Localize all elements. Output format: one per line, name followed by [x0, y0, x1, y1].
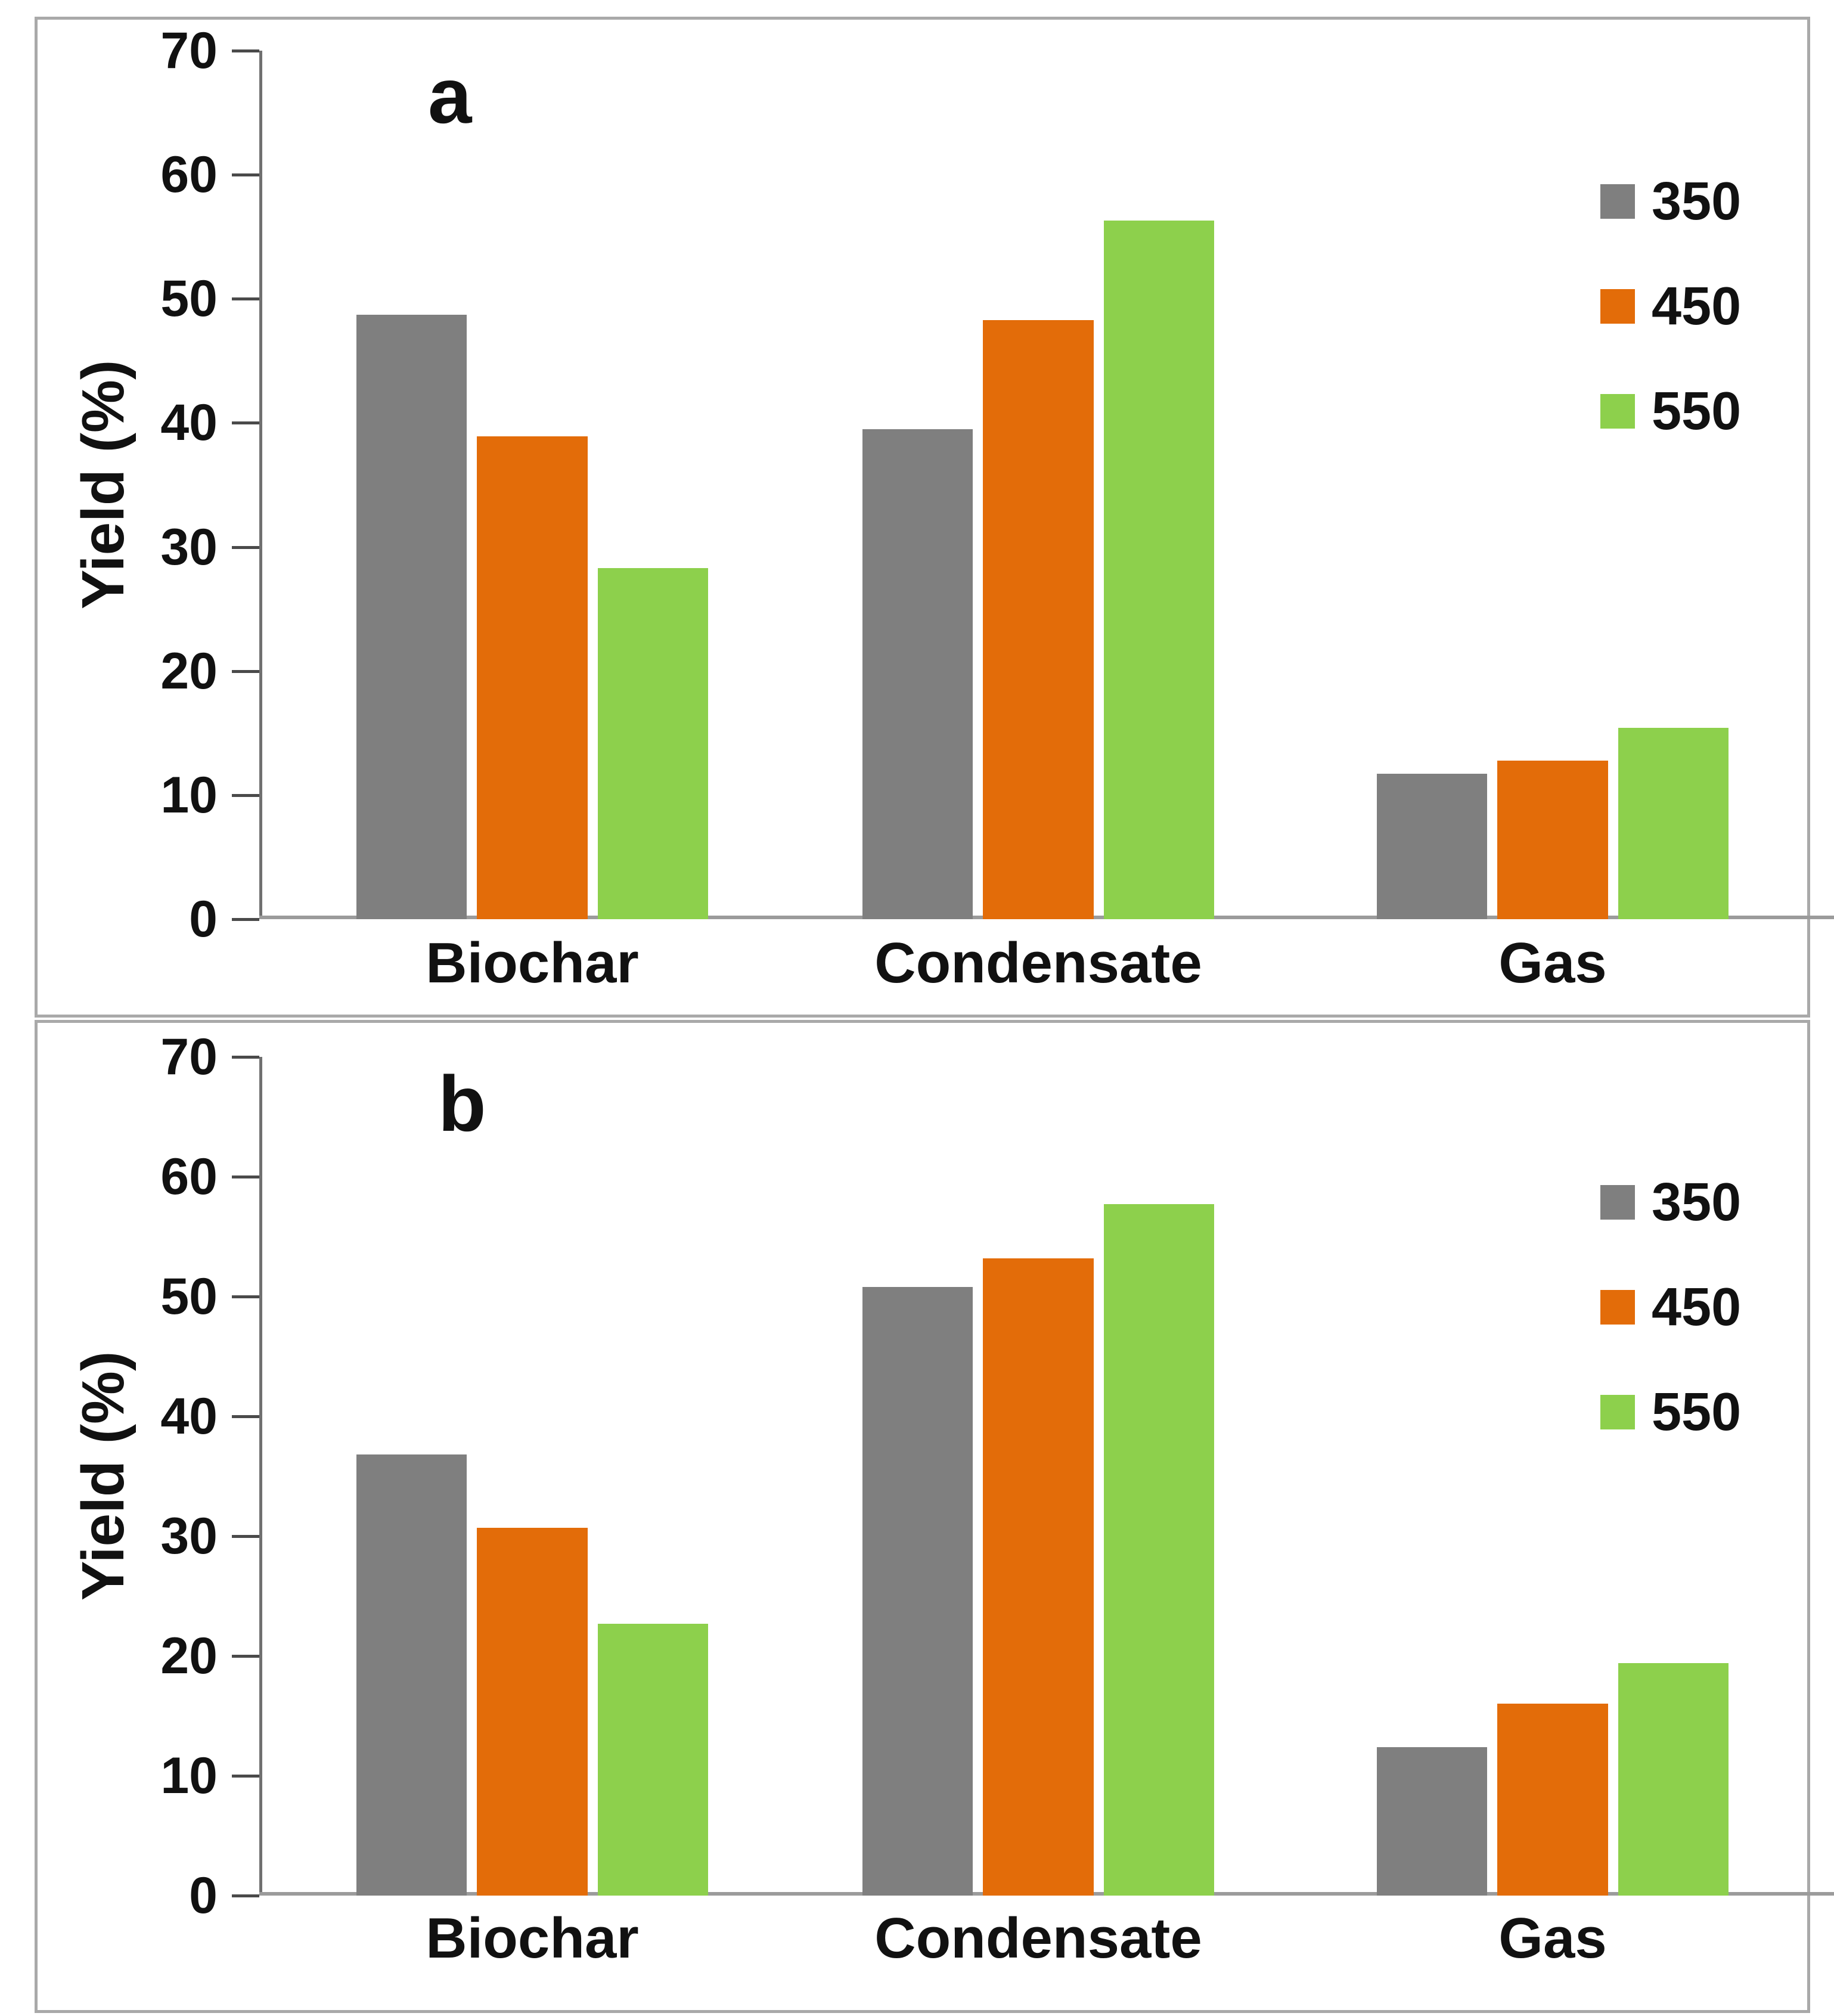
- y-tick-mark: [232, 669, 259, 673]
- legend-swatch-icon: [1600, 289, 1635, 324]
- legend-swatch-icon: [1600, 1290, 1635, 1325]
- y-tick-mark: [232, 1295, 259, 1298]
- y-tick-mark: [232, 1775, 259, 1778]
- bar-biochar-350: [356, 1454, 467, 1896]
- legend-label: 350: [1652, 1173, 1742, 1232]
- x-category-label-condensate: Condensate: [874, 1906, 1202, 1970]
- plot-area: 0 10 20 30 40 50 60 70: [160, 25, 1834, 945]
- legend: 350 450 550: [1600, 175, 1741, 489]
- legend-swatch-icon: [1600, 1395, 1635, 1429]
- legend-label: 450: [1652, 277, 1742, 336]
- legend-item-550: 550: [1600, 1385, 1741, 1439]
- legend-item-350: 350: [1600, 175, 1741, 228]
- bar-group-biochar: [356, 1057, 708, 1896]
- plot-area: 0 10 20 30 40 50 60 70: [160, 1031, 1834, 1921]
- bar-biochar-450: [477, 436, 588, 919]
- y-tick-label: 0: [189, 1867, 218, 1924]
- y-tick-mark: [232, 49, 259, 52]
- y-tick-label: 30: [160, 1508, 218, 1565]
- x-category-label-gas: Gas: [1498, 931, 1607, 995]
- y-tick-label: 50: [160, 1268, 218, 1325]
- x-category-label-biochar: Biochar: [426, 931, 639, 995]
- legend-swatch-icon: [1600, 1185, 1635, 1220]
- y-tick-label: 10: [160, 1747, 218, 1804]
- bar-gas-550: [1618, 728, 1729, 919]
- y-tick-mark: [232, 1176, 259, 1178]
- bar-group-gas: [1377, 51, 1729, 919]
- y-tick-label: 0: [189, 891, 218, 948]
- y-tick-mark: [232, 1894, 259, 1897]
- bar-condensate-450: [983, 320, 1094, 919]
- y-axis-title: Yield (%): [70, 359, 136, 610]
- y-tick-label: 60: [160, 1148, 218, 1205]
- y-tick-mark: [232, 1056, 259, 1059]
- bar-condensate-450: [983, 1258, 1094, 1896]
- panel-a: 0 10 20 30 40 50 60 70 Biochar Condensate Gas a Yiel…: [35, 17, 1834, 1018]
- bar-gas-350: [1377, 774, 1488, 919]
- y-tick-label: 70: [160, 1028, 218, 1085]
- bar-condensate-350: [862, 429, 973, 919]
- y-tick-label: 20: [160, 1627, 218, 1685]
- y-axis-line: [259, 1057, 262, 1896]
- bar-biochar-550: [597, 1623, 708, 1896]
- y-tick-label: 20: [160, 642, 218, 700]
- legend-item-550: 550: [1600, 384, 1741, 438]
- bar-group-condensate: [862, 51, 1214, 919]
- bar-biochar-450: [477, 1527, 588, 1896]
- bar-group-biochar: [356, 51, 708, 919]
- y-tick-mark: [232, 297, 259, 301]
- panel-b: 0 10 20 30 40 50 60 70 Biochar Condensate Gas b Yiel…: [35, 1020, 1834, 2013]
- x-category-label-biochar: Biochar: [426, 1906, 639, 1970]
- y-tick-mark: [232, 1535, 259, 1538]
- legend-item-350: 350: [1600, 1176, 1741, 1229]
- legend-label: 550: [1652, 1382, 1742, 1442]
- bar-group-condensate: [862, 1057, 1214, 1896]
- legend-label: 450: [1652, 1277, 1742, 1337]
- bar-group-gas: [1377, 1057, 1729, 1896]
- bar-gas-350: [1377, 1747, 1488, 1896]
- legend-label: 350: [1652, 172, 1742, 231]
- y-tick-mark: [232, 421, 259, 425]
- panel-letter-a: a: [428, 52, 472, 139]
- y-tick-mark: [232, 1655, 259, 1658]
- y-tick-label: 40: [160, 1388, 218, 1445]
- bar-condensate-350: [862, 1286, 973, 1896]
- y-tick-mark: [232, 173, 259, 177]
- legend-swatch-icon: [1600, 184, 1635, 219]
- bar-biochar-350: [356, 315, 467, 919]
- legend-item-450: 450: [1600, 1280, 1741, 1334]
- legend-swatch-icon: [1600, 394, 1635, 429]
- bar-gas-450: [1497, 760, 1608, 919]
- y-tick-mark: [232, 545, 259, 549]
- panel-letter-b: b: [438, 1060, 486, 1147]
- bar-condensate-550: [1103, 1204, 1214, 1896]
- bar-gas-450: [1497, 1704, 1608, 1896]
- y-tick-label: 70: [160, 22, 218, 79]
- bar-biochar-550: [597, 567, 708, 919]
- y-tick-label: 10: [160, 766, 218, 824]
- y-axis-line: [259, 51, 262, 919]
- y-tick-label: 40: [160, 394, 218, 452]
- legend: 350 450 550: [1600, 1176, 1741, 1490]
- x-category-label-gas: Gas: [1498, 1906, 1607, 1970]
- y-tick-mark: [232, 918, 259, 921]
- y-tick-mark: [232, 793, 259, 797]
- y-tick-mark: [232, 1415, 259, 1418]
- legend-label: 550: [1652, 382, 1742, 441]
- legend-item-450: 450: [1600, 280, 1741, 333]
- y-tick-label: 50: [160, 270, 218, 328]
- bar-gas-550: [1618, 1663, 1729, 1896]
- bar-condensate-550: [1103, 221, 1214, 919]
- x-category-label-condensate: Condensate: [874, 931, 1202, 995]
- y-tick-label: 60: [160, 146, 218, 204]
- y-axis-title: Yield (%): [70, 1351, 136, 1601]
- y-tick-label: 30: [160, 518, 218, 576]
